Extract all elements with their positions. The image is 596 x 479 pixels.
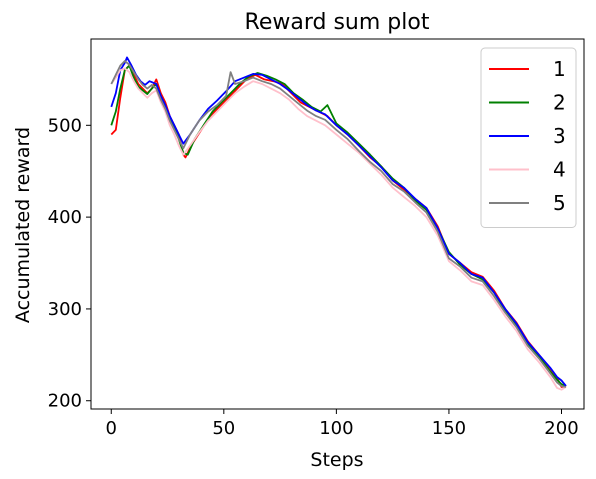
x-tick-label: 200 (544, 418, 578, 439)
legend-box (480, 47, 577, 228)
y-tick-label: 400 (48, 207, 82, 228)
legend-label-2: 2 (553, 91, 566, 115)
axis-ticks: 0 50 100 150 200 200 300 400 500 (48, 115, 579, 439)
legend-label-3: 3 (553, 124, 566, 148)
y-axis-label: Accumulated reward (12, 127, 34, 323)
chart-title: Reward sum plot (245, 10, 430, 35)
series-line-4 (110, 67, 567, 391)
x-tick-label: 0 (106, 418, 117, 439)
x-tick-label: 50 (212, 418, 235, 439)
x-axis-label: Steps (310, 449, 363, 471)
y-tick-label: 200 (48, 391, 82, 412)
legend-label-4: 4 (553, 158, 566, 182)
x-tick-label: 100 (319, 418, 353, 439)
y-tick-label: 300 (48, 299, 82, 320)
series-lines (110, 56, 567, 391)
legend-label-5: 5 (553, 191, 566, 215)
series-line-3 (110, 56, 567, 387)
series-line-5 (110, 60, 567, 388)
legend: 1 2 3 4 5 (480, 47, 577, 228)
plot-frame (90, 38, 585, 410)
legend-label-1: 1 (553, 57, 566, 81)
y-tick-label: 500 (48, 115, 82, 136)
x-tick-label: 150 (432, 418, 466, 439)
